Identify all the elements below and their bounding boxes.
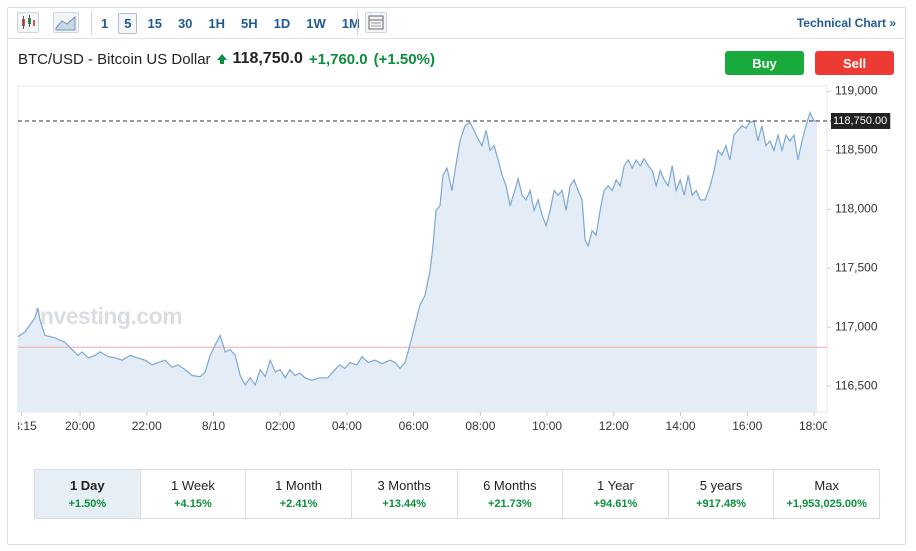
- x-tick-label: 10:00: [532, 419, 562, 433]
- instrument-name: BTC/USD - Bitcoin US Dollar: [18, 50, 211, 68]
- interval-button[interactable]: 1D: [273, 16, 291, 31]
- x-tick-label: 20:00: [65, 419, 95, 433]
- period-tabs: 1 Day +1.50% 1 Week +4.15% 1 Month +2.41% 3 Mo…: [34, 469, 880, 519]
- interval-button[interactable]: 1: [101, 16, 109, 31]
- plot-area: Investing.com 18:15 20:00 22:00 8/10 02:00 04:…: [7, 111, 829, 433]
- period-label: 3 Months: [377, 478, 431, 493]
- x-tick-label: 14:00: [666, 419, 696, 433]
- period-label: 6 Months: [483, 478, 537, 493]
- interval-button[interactable]: 1M: [341, 16, 360, 31]
- x-tick-label: 12:00: [599, 419, 629, 433]
- period-change: +1.50%: [68, 498, 107, 510]
- table-glyph: [368, 15, 384, 30]
- area-glyph: [55, 15, 76, 31]
- x-tick-label: 8/10: [202, 419, 226, 433]
- x-tick-label: 22:00: [132, 419, 162, 433]
- period-tab[interactable]: Max +1,953,025.00%: [774, 470, 879, 518]
- x-tick-label: 08:00: [465, 419, 495, 433]
- y-tick-label: 119,000: [835, 84, 878, 98]
- y-tick-label: 117,500: [835, 260, 878, 274]
- technical-chart-link[interactable]: Technical Chart »: [796, 16, 896, 30]
- interval-button[interactable]: 15: [147, 16, 162, 31]
- separator: [91, 11, 92, 35]
- period-label: 1 Month: [275, 478, 323, 493]
- period-change: +2.41%: [279, 498, 318, 510]
- y-tick-label: 117,000: [835, 319, 878, 333]
- period-label: 5 years: [699, 478, 743, 493]
- last-price: 118,750.0: [232, 50, 303, 67]
- area-icon[interactable]: [53, 12, 79, 33]
- x-tick-label: 06:00: [399, 419, 429, 433]
- interval-list: 1 5 15 30 1H 5H 1D 1W 1M: [95, 13, 370, 34]
- price-change: +1,760.0: [308, 50, 368, 68]
- x-tick-label: 18:00: [799, 419, 829, 433]
- period-tab[interactable]: 1 Year +94.61%: [563, 470, 669, 518]
- up-arrow: [216, 54, 227, 64]
- y-tick-label: 116,500: [835, 378, 878, 392]
- period-tab[interactable]: 1 Month +2.41%: [246, 470, 352, 518]
- separator: [357, 11, 358, 35]
- header: BTC/USD - Bitcoin US Dollar 118,750.0 +1…: [18, 50, 435, 68]
- period-label: 1 Year: [597, 478, 634, 493]
- period-tab[interactable]: 5 years +917.48%: [669, 470, 775, 518]
- area-fill: [18, 112, 817, 412]
- period-change: +917.48%: [696, 498, 746, 510]
- period-change: +94.61%: [593, 498, 638, 510]
- interval-button[interactable]: 1H: [208, 16, 226, 31]
- watermark: Investing.com: [34, 303, 182, 329]
- period-tab[interactable]: 1 Day +1.50%: [35, 470, 141, 518]
- period-tab[interactable]: 6 Months +21.73%: [458, 470, 564, 518]
- period-label: 1 Day: [69, 478, 105, 493]
- y-tick-label: 118,500: [835, 143, 878, 157]
- x-tick-label: 16:00: [732, 419, 762, 433]
- price-change-percent: (+1.50%): [373, 50, 435, 68]
- interval-button[interactable]: 30: [177, 16, 193, 31]
- candles-icon[interactable]: [17, 12, 39, 33]
- interval-button[interactable]: 1W: [306, 16, 326, 31]
- interval-button[interactable]: 5H: [241, 16, 258, 31]
- interval-button[interactable]: 5: [118, 13, 138, 34]
- period-change: +4.15%: [174, 498, 212, 510]
- period-tab[interactable]: 3 Months +13.44%: [352, 470, 458, 518]
- widget-frame: [7, 7, 906, 545]
- period-change: +1,953,025.00%: [786, 498, 867, 510]
- y-tick-label: 118,000: [835, 202, 878, 216]
- last-price-label: 118,750.00: [833, 115, 887, 127]
- sell-button[interactable]: Sell: [815, 51, 894, 75]
- toolbar: 1 5 15 30 1H 5H 1D 1W 1M Technical Chart »: [7, 7, 906, 39]
- price-line: [18, 111, 817, 387]
- x-tick-label: 18:15: [7, 419, 37, 433]
- period-change: +13.44%: [382, 498, 427, 510]
- chart: Investing.com 18:15 20:00 22:00 8/10 02:00 04:…: [7, 84, 891, 433]
- x-tick-label: 02:00: [265, 419, 295, 433]
- candles-glyph: [22, 15, 35, 29]
- period-change: +21.73%: [487, 498, 532, 510]
- buy-button[interactable]: Buy: [725, 51, 804, 75]
- period-label: 1 Week: [171, 478, 215, 493]
- period-tab[interactable]: 1 Week +4.15%: [141, 470, 247, 518]
- period-label: Max: [814, 478, 839, 493]
- last-price-box: [831, 112, 891, 129]
- table-icon[interactable]: [365, 12, 387, 33]
- x-tick-label: 04:00: [332, 419, 362, 433]
